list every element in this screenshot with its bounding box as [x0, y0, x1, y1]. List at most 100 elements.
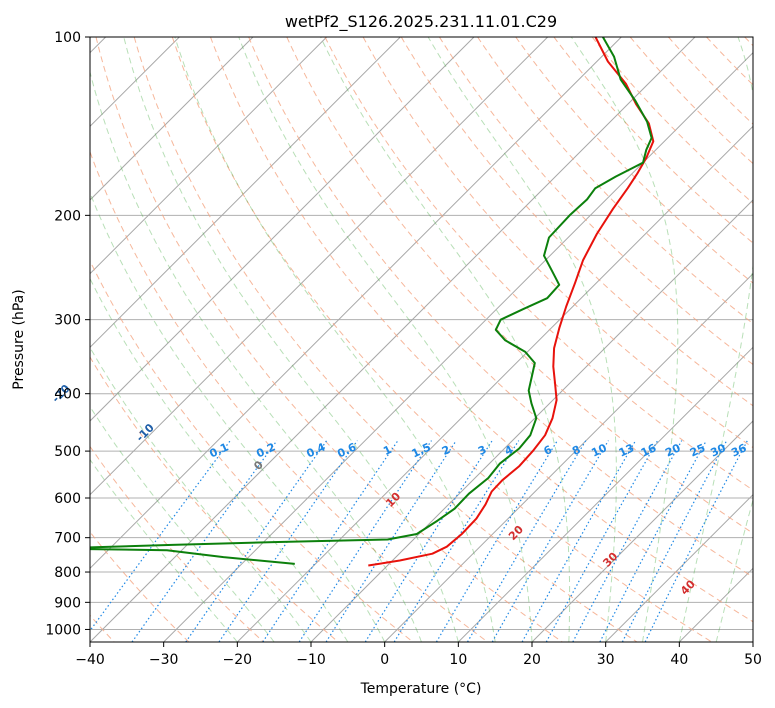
- isotherm-gridline: [90, 37, 401, 349]
- mixing-ratio-line: [491, 440, 609, 642]
- mixing-ratio-label: 0.1: [207, 440, 230, 460]
- dry-adiabat: [286, 37, 753, 534]
- moist-adiabat: [90, 70, 422, 642]
- moist-adiabat: [678, 37, 753, 642]
- x-tick-label: 30: [597, 652, 615, 668]
- mixing-ratio-label: 25: [688, 441, 707, 459]
- x-tick-label: 10: [449, 652, 467, 668]
- mixing-ratio-line: [364, 440, 493, 642]
- moist-adiabat: [752, 639, 753, 642]
- dry-adiabat: [744, 37, 753, 47]
- mixing-ratio-label: 20: [663, 441, 683, 459]
- moist-adiabat: [123, 37, 459, 642]
- sounding-profiles: [90, 37, 655, 567]
- isotherm-gridline: [384, 272, 753, 642]
- mixing-ratio-label: 1: [381, 443, 393, 458]
- mixing-ratio-label: 16: [639, 441, 659, 459]
- chart-title: wetPf2_S126.2025.231.11.01.C29: [285, 12, 557, 32]
- mixing-ratio-label: 2: [440, 443, 452, 458]
- moist-adiabat: [320, 37, 571, 642]
- isotherm-gridline: [90, 37, 549, 496]
- x-tick-label: −30: [149, 652, 179, 668]
- x-axis: −40 −30 −20 −10 0 10 20 30 40 50: [75, 642, 762, 668]
- dry-adiabat: [400, 37, 753, 407]
- dry-adiabat: [706, 37, 753, 86]
- mixing-ratio-line: [131, 440, 278, 642]
- isotherm-gridline: [236, 125, 753, 642]
- dry-adiabat: [362, 37, 753, 449]
- line-labels: 0.10.20.40.611.52346810131620253036-100-…: [49, 382, 749, 598]
- x-tick-label: 0: [380, 652, 389, 668]
- dry-adiabat: [90, 445, 264, 642]
- y-tick-label: 100: [54, 30, 81, 46]
- mixing-ratio-label: 13: [617, 441, 636, 459]
- dry-adiabat: [591, 37, 753, 204]
- mixing-ratio-label: 6: [542, 443, 555, 458]
- mixing-ratio-line: [466, 440, 587, 642]
- isotherm-gridline: [752, 641, 753, 642]
- moist-adiabat-label: 20: [506, 523, 526, 543]
- mixing-ratio-line: [545, 440, 659, 642]
- dry-adiabat: [210, 37, 753, 623]
- isotherm-gridline: [90, 37, 328, 275]
- mixing-ratio-label: 0.4: [304, 440, 327, 460]
- moist-adiabat: [570, 37, 679, 642]
- mixing-ratio-line: [644, 440, 748, 642]
- isotherm-gridline: [90, 37, 622, 570]
- dry-adiabat: [248, 37, 753, 578]
- mixing-ratio-label: 3: [476, 443, 488, 458]
- mixing-ratio-label: 10: [589, 441, 609, 459]
- mixing-ratio-line: [262, 440, 399, 642]
- dewpoint-profile: [90, 37, 653, 565]
- mixing-ratio-line: [90, 440, 231, 632]
- plot-frame: [89, 36, 754, 643]
- mixing-ratio-line: [298, 440, 432, 642]
- mixing-ratio-line: [599, 440, 707, 642]
- dry-adiabat: [171, 37, 712, 642]
- mixing-ratio-line: [435, 440, 558, 642]
- dry-adiabat: [438, 37, 753, 366]
- mixing-ratio-line: [325, 440, 457, 642]
- y-axis: 100 200 300 400 500 600 700 800 900 1000: [45, 30, 90, 638]
- dry-adiabat: [90, 259, 414, 642]
- x-tick-label: −40: [75, 652, 105, 668]
- y-axis-label: Pressure (hPa): [11, 289, 27, 389]
- temperature-profile: [368, 37, 655, 567]
- isotherm-gridline: [605, 493, 753, 642]
- y-tick-label: 300: [54, 313, 81, 329]
- x-axis-label: Temperature (°C): [360, 681, 482, 697]
- isotherm-gridline: [90, 37, 696, 642]
- dry-adiabat-label: -10: [134, 421, 157, 444]
- dry-adiabat: [668, 37, 753, 125]
- dry-adiabat: [553, 37, 753, 244]
- y-tick-label: 700: [54, 531, 81, 547]
- dry-adiabat: [90, 356, 339, 642]
- mixing-ratio-label: 36: [729, 441, 749, 459]
- moist-adiabat-label: 30: [600, 549, 620, 569]
- y-tick-label: 800: [54, 565, 81, 581]
- isotherm-gridline: [678, 567, 753, 642]
- dry-adiabat: [133, 37, 638, 642]
- isotherm-gridline: [90, 37, 475, 422]
- x-tick-label: −10: [296, 652, 326, 668]
- mixing-ratio-label: 4: [503, 443, 516, 458]
- y-tick-label: 900: [54, 595, 81, 611]
- y-tick-label: 500: [54, 444, 81, 460]
- y-tick-label: 600: [54, 491, 81, 507]
- mixing-ratio-line: [621, 440, 728, 642]
- dry-adiabat: [477, 37, 753, 325]
- dry-adiabat: [90, 531, 190, 642]
- moist-adiabat: [715, 498, 753, 642]
- x-tick-label: 20: [523, 652, 541, 668]
- mixing-ratio-line: [185, 440, 328, 642]
- dry-adiabat: [324, 37, 753, 491]
- moist-adiabat: [238, 37, 533, 642]
- dry-adiabat: [95, 37, 563, 642]
- moist-adiabat: [90, 458, 238, 642]
- dry-adiabat: [90, 150, 488, 642]
- mixing-ratio-label: 30: [708, 441, 728, 459]
- isotherm-gridline: [90, 37, 254, 201]
- moist-adiabat-label: 40: [678, 577, 698, 597]
- moist-adiabat: [174, 37, 496, 642]
